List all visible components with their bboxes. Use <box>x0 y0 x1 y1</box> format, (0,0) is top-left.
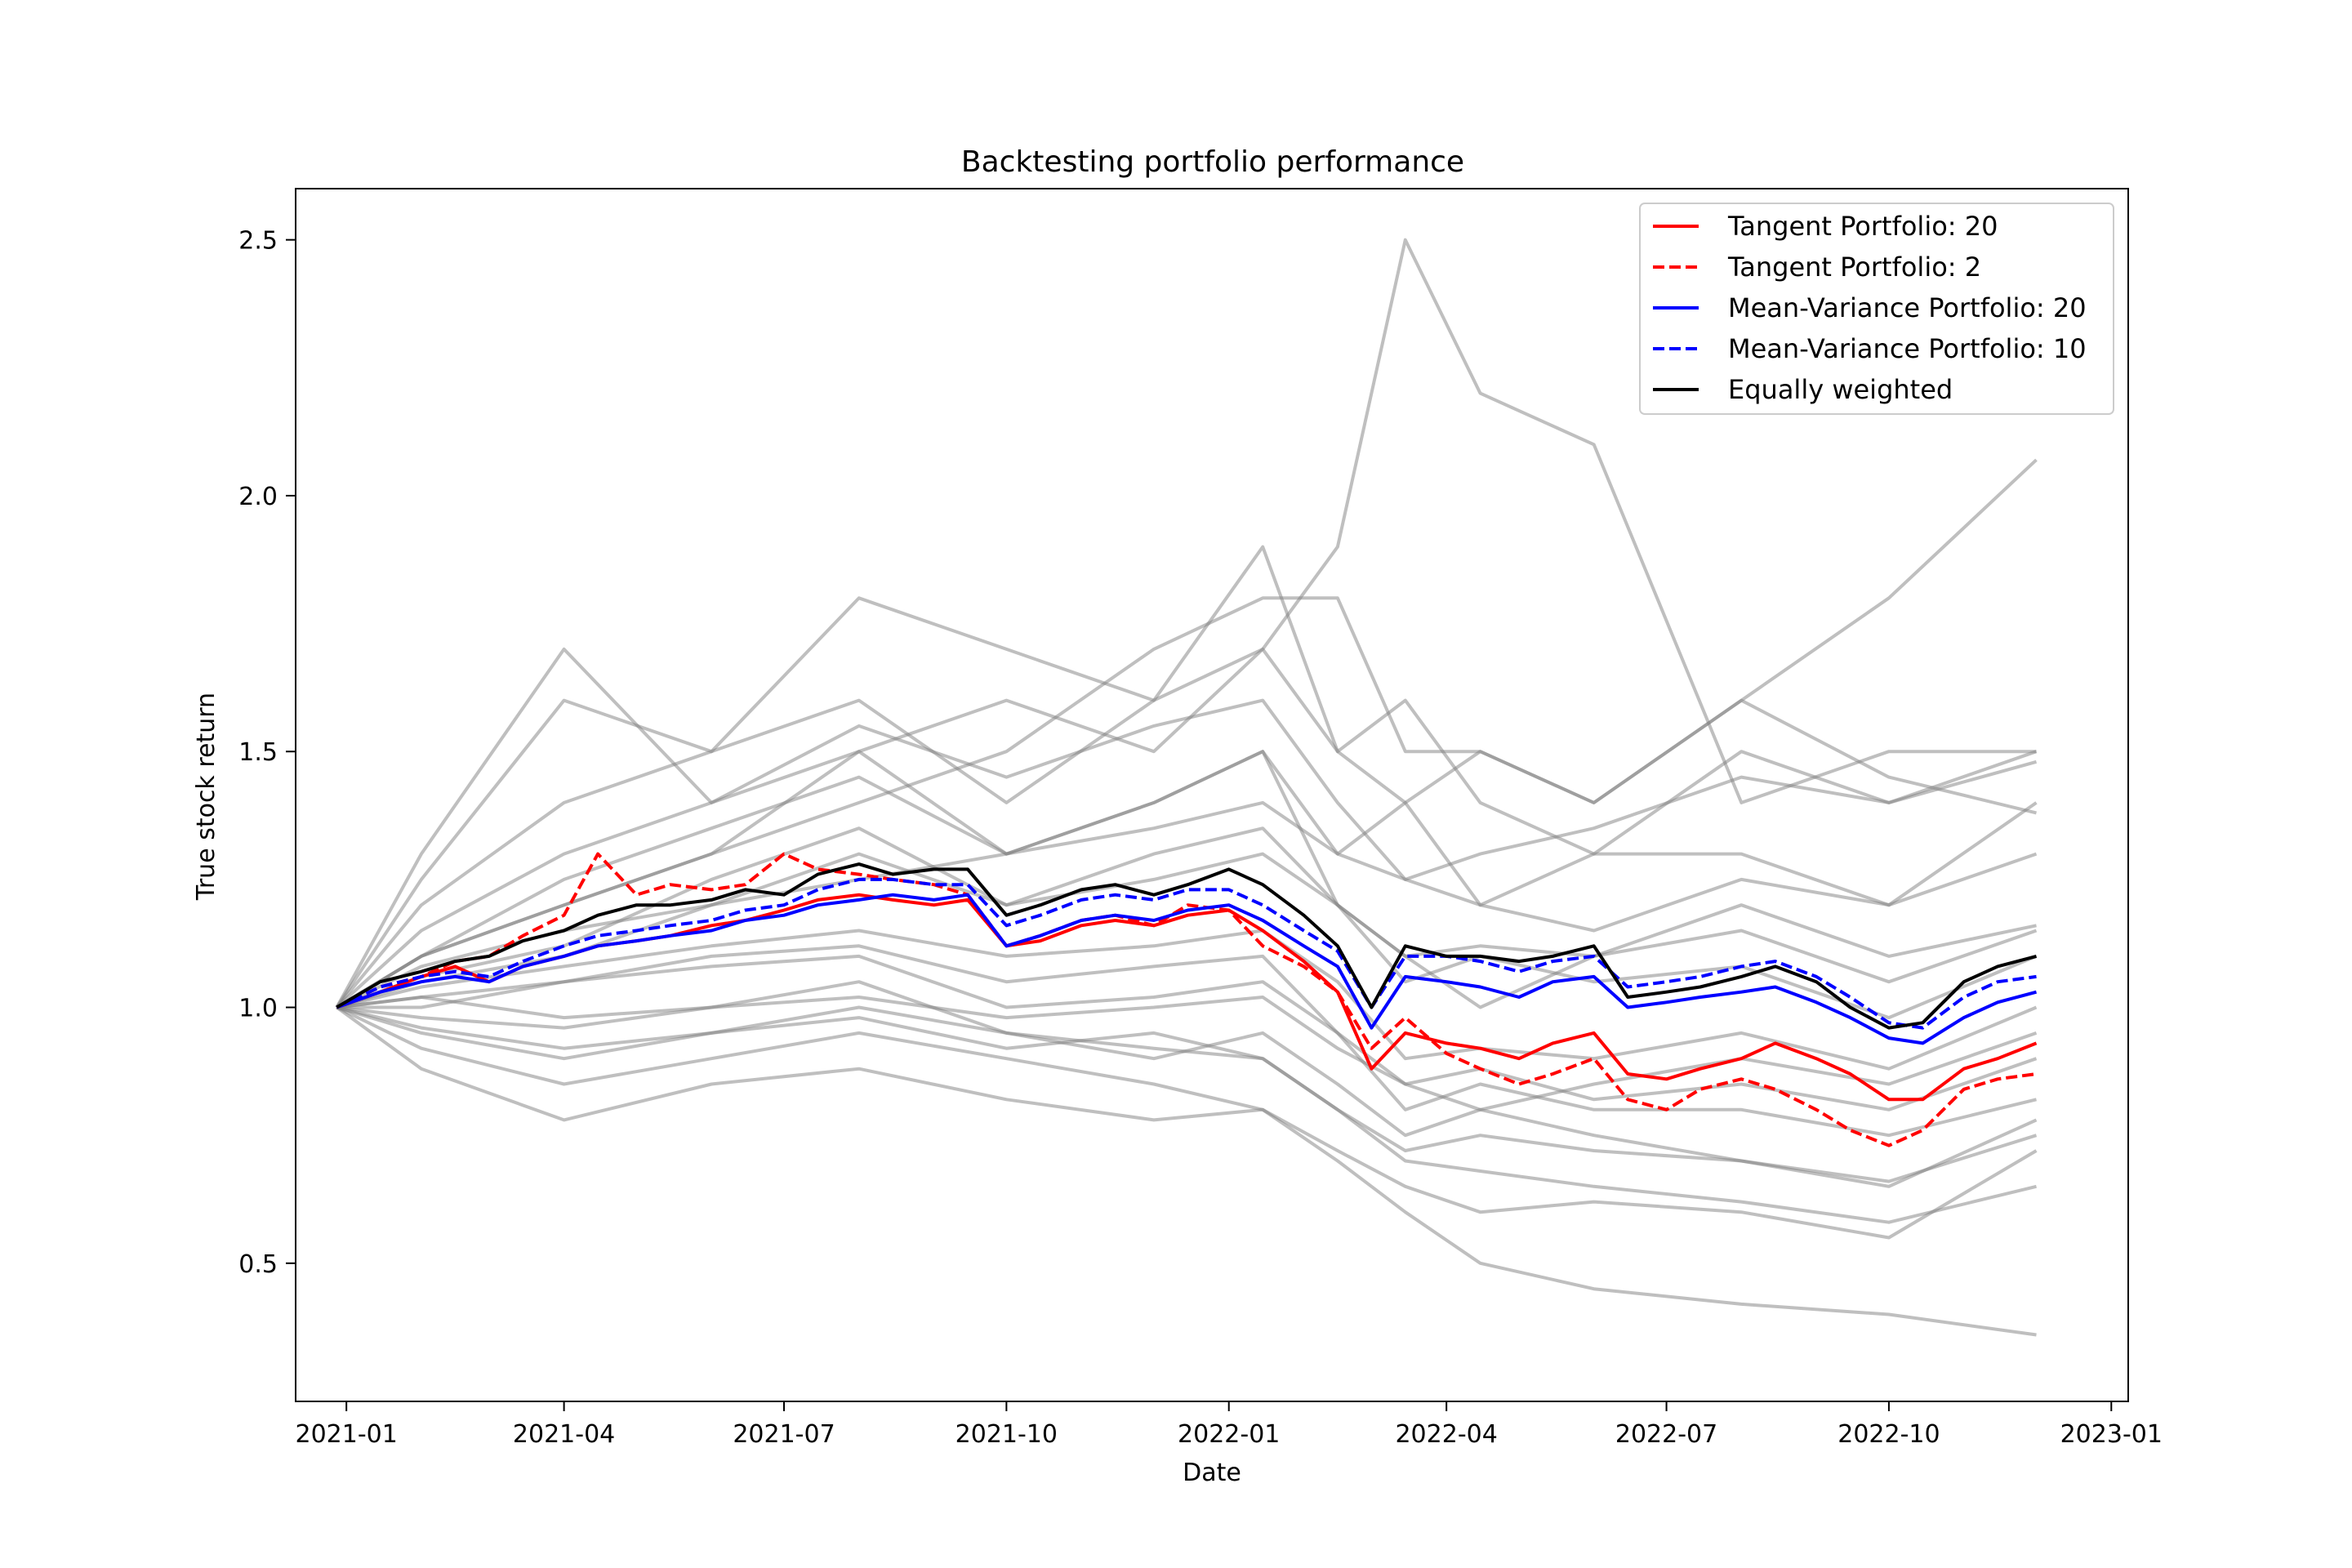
chart-title: Backtesting portfolio performance <box>961 145 1464 179</box>
plot-frame <box>295 188 2129 1402</box>
background-stock-line-3 <box>335 545 2038 1009</box>
y-tick-label: 1.5 <box>238 738 278 767</box>
background-stock-line-17 <box>336 826 2038 1009</box>
series-line-4 <box>336 877 2037 1030</box>
background-stock-line-16 <box>336 996 2038 1111</box>
portfolio-series-group <box>336 852 2038 1147</box>
background-stock-line-10 <box>336 1005 2038 1240</box>
y-tick-label: 1.0 <box>238 995 278 1023</box>
x-axis: 2021-01 2021-04 2021-07 2021-10 2022-01 2022-… <box>295 1401 2163 1449</box>
x-tick-label: 2022-10 <box>1838 1420 1940 1449</box>
legend-label-3: Mean-Variance Portfolio: 20 <box>1728 292 2087 323</box>
background-stock-line-11 <box>336 954 2037 1138</box>
x-tick-label: 2021-10 <box>956 1420 1058 1449</box>
x-tick-label: 2022-04 <box>1395 1420 1497 1449</box>
series-line-3 <box>336 893 2038 1045</box>
legend-label-5: Equally weighted <box>1728 374 1953 405</box>
legend: Tangent Portfolio: 20 Tangent Portfolio: … <box>1639 203 2114 415</box>
background-stock-line-6 <box>336 750 2038 1009</box>
y-tick-label: 2.0 <box>238 483 278 511</box>
background-stock-line-7 <box>336 944 2038 1111</box>
legend-label-4: Mean-Variance Portfolio: 10 <box>1728 333 2087 364</box>
background-series-group <box>335 238 2038 1337</box>
series-line-5 <box>336 862 2038 1030</box>
background-stock-line-8 <box>336 980 2038 1188</box>
y-tick-label: 0.5 <box>238 1250 278 1279</box>
x-tick-label: 2022-07 <box>1615 1420 1717 1449</box>
legend-label-2: Tangent Portfolio: 2 <box>1727 252 1981 283</box>
series-line-2 <box>336 852 2037 1147</box>
y-axis-title: True stock return <box>192 693 220 901</box>
background-stock-line-15 <box>335 698 2038 1009</box>
background-stock-line-18 <box>336 1005 2038 1183</box>
x-tick-label: 2021-04 <box>513 1420 615 1449</box>
legend-label-1: Tangent Portfolio: 20 <box>1727 211 1998 242</box>
x-tick-label: 2022-01 <box>1178 1420 1280 1449</box>
background-stock-line-5 <box>336 698 2037 1009</box>
y-axis: 0.5 1.0 1.5 2.0 2.5 <box>238 227 296 1279</box>
background-stock-line-19 <box>336 647 2038 1009</box>
x-tick-label: 2021-01 <box>295 1420 397 1449</box>
x-tick-label: 2021-07 <box>733 1420 835 1449</box>
y-tick-label: 2.5 <box>238 227 278 256</box>
x-tick-label: 2023-01 <box>2060 1420 2163 1449</box>
x-axis-title: Date <box>1183 1459 1241 1487</box>
legend-box <box>1639 203 2114 415</box>
